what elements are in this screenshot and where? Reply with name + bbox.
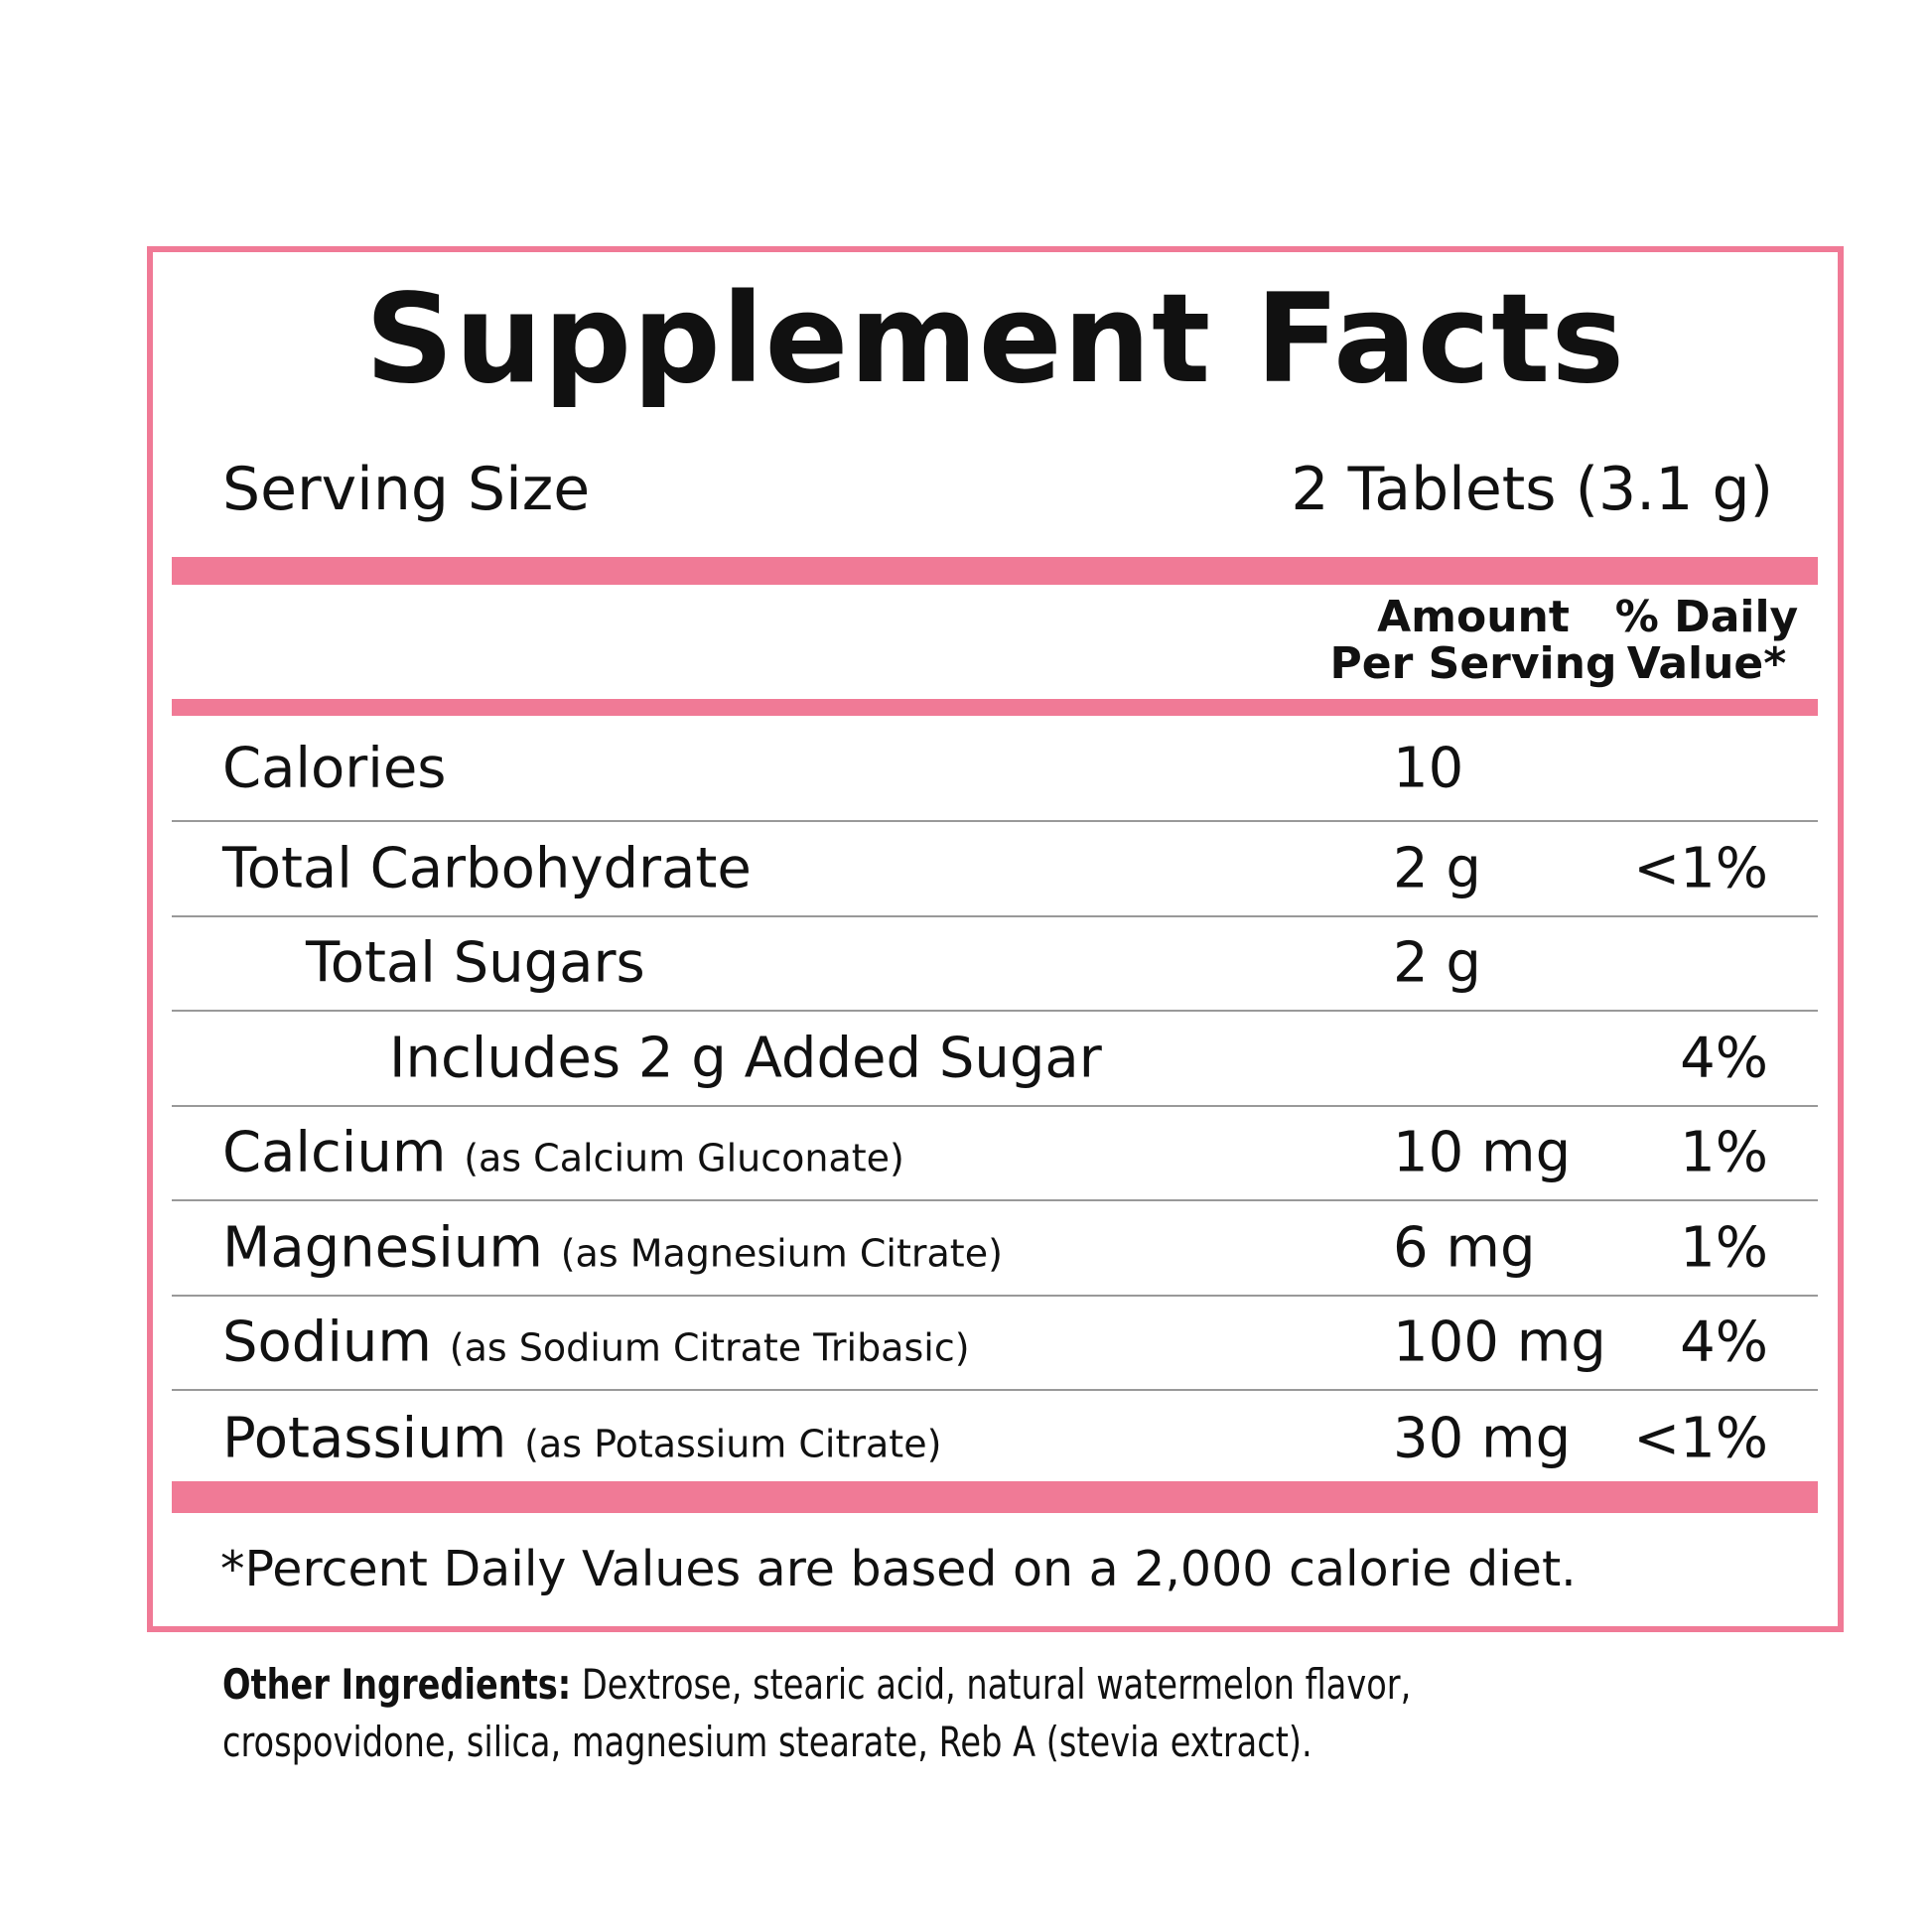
amount: 2 g bbox=[1393, 836, 1481, 901]
nutrient-row: Total Carbohydrate 2 g <1% bbox=[172, 822, 1818, 917]
nutrient-source: (as Sodium Citrate Tribasic) bbox=[449, 1325, 970, 1370]
other-ingredients-text: Dextrose, stearic acid, natural watermel… bbox=[222, 1660, 1412, 1766]
amount: 10 mg bbox=[1393, 1120, 1572, 1185]
daily-value: <1% bbox=[1633, 1406, 1768, 1471]
nutrient-name: Sodium (as Sodium Citrate Tribasic) bbox=[222, 1311, 970, 1375]
nutrient-row: Includes 2 g Added Sugar 4% bbox=[172, 1012, 1818, 1107]
nutrient-row: Magnesium (as Magnesium Citrate) 6 mg 1% bbox=[172, 1201, 1818, 1297]
daily-value: <1% bbox=[1633, 836, 1768, 901]
label-frame bbox=[147, 246, 1844, 1632]
nutrient-name: Includes 2 g Added Sugar bbox=[389, 1026, 1102, 1090]
header-line: Amount bbox=[1377, 592, 1570, 642]
amount: 100 mg bbox=[1393, 1310, 1606, 1375]
header-line: Value* bbox=[1626, 638, 1787, 689]
amount: 10 bbox=[1393, 736, 1464, 800]
divider-bar bbox=[172, 1481, 1818, 1513]
nutrient-source: (as Calcium Gluconate) bbox=[464, 1136, 904, 1180]
amount: 30 mg bbox=[1393, 1406, 1572, 1471]
other-ingredients: Other Ingredients: Dextrose, stearic aci… bbox=[222, 1656, 1509, 1771]
daily-value-header: % Daily Value* bbox=[1607, 594, 1806, 687]
nutrient-text: Calories bbox=[222, 736, 447, 800]
nutrient-row: Calories 10 bbox=[172, 716, 1818, 822]
nutrient-text: Total Carbohydrate bbox=[222, 836, 752, 901]
divider-bar bbox=[172, 557, 1818, 585]
divider-bar bbox=[172, 699, 1818, 716]
nutrient-source: (as Magnesium Citrate) bbox=[560, 1231, 1003, 1276]
footnote: *Percent Daily Values are based on a 2,0… bbox=[220, 1541, 1577, 1597]
nutrient-name: Potassium (as Potassium Citrate) bbox=[222, 1406, 941, 1470]
nutrient-text: Total Sugars bbox=[306, 930, 645, 996]
daily-value: 1% bbox=[1680, 1120, 1768, 1185]
nutrient-row: Calcium (as Calcium Gluconate) 10 mg 1% bbox=[172, 1107, 1818, 1201]
nutrient-text: Calcium bbox=[222, 1120, 447, 1185]
nutrient-name: Magnesium (as Magnesium Citrate) bbox=[222, 1215, 1003, 1280]
nutrient-row: Total Sugars 2 g bbox=[172, 917, 1818, 1012]
daily-value: 4% bbox=[1680, 1026, 1768, 1091]
amount: 2 g bbox=[1393, 930, 1481, 996]
nutrient-source: (as Potassium Citrate) bbox=[524, 1422, 942, 1466]
header-line: Per Serving bbox=[1329, 638, 1617, 689]
nutrient-name: Total Sugars bbox=[306, 931, 645, 996]
nutrient-rows: Calories 10 Total Carbohydrate 2 g <1% Total … bbox=[172, 716, 1818, 1486]
amount: 6 mg bbox=[1393, 1215, 1536, 1281]
serving-value: 2 Tablets (3.1 g) bbox=[1291, 455, 1773, 524]
header-line: % Daily bbox=[1614, 592, 1799, 642]
nutrient-name: Calcium (as Calcium Gluconate) bbox=[222, 1121, 904, 1185]
title: Supplement Facts bbox=[364, 268, 1626, 411]
nutrient-row: Sodium (as Sodium Citrate Tribasic) 100 m… bbox=[172, 1297, 1818, 1391]
daily-value: 1% bbox=[1680, 1215, 1768, 1281]
nutrient-text: Magnesium bbox=[222, 1215, 543, 1281]
nutrient-text: Includes 2 g Added Sugar bbox=[389, 1026, 1102, 1091]
nutrient-row: Potassium (as Potassium Citrate) 30 mg <1% bbox=[172, 1391, 1818, 1486]
nutrient-name: Calories bbox=[222, 736, 446, 800]
amount-header: Amount Per Serving bbox=[1324, 594, 1622, 687]
nutrient-text: Sodium bbox=[222, 1310, 432, 1375]
nutrient-text: Potassium bbox=[222, 1406, 507, 1471]
nutrient-name: Total Carbohydrate bbox=[222, 836, 752, 900]
serving-label: Serving Size bbox=[222, 455, 591, 524]
daily-value: 4% bbox=[1680, 1310, 1768, 1375]
other-ingredients-label: Other Ingredients: bbox=[222, 1660, 572, 1709]
